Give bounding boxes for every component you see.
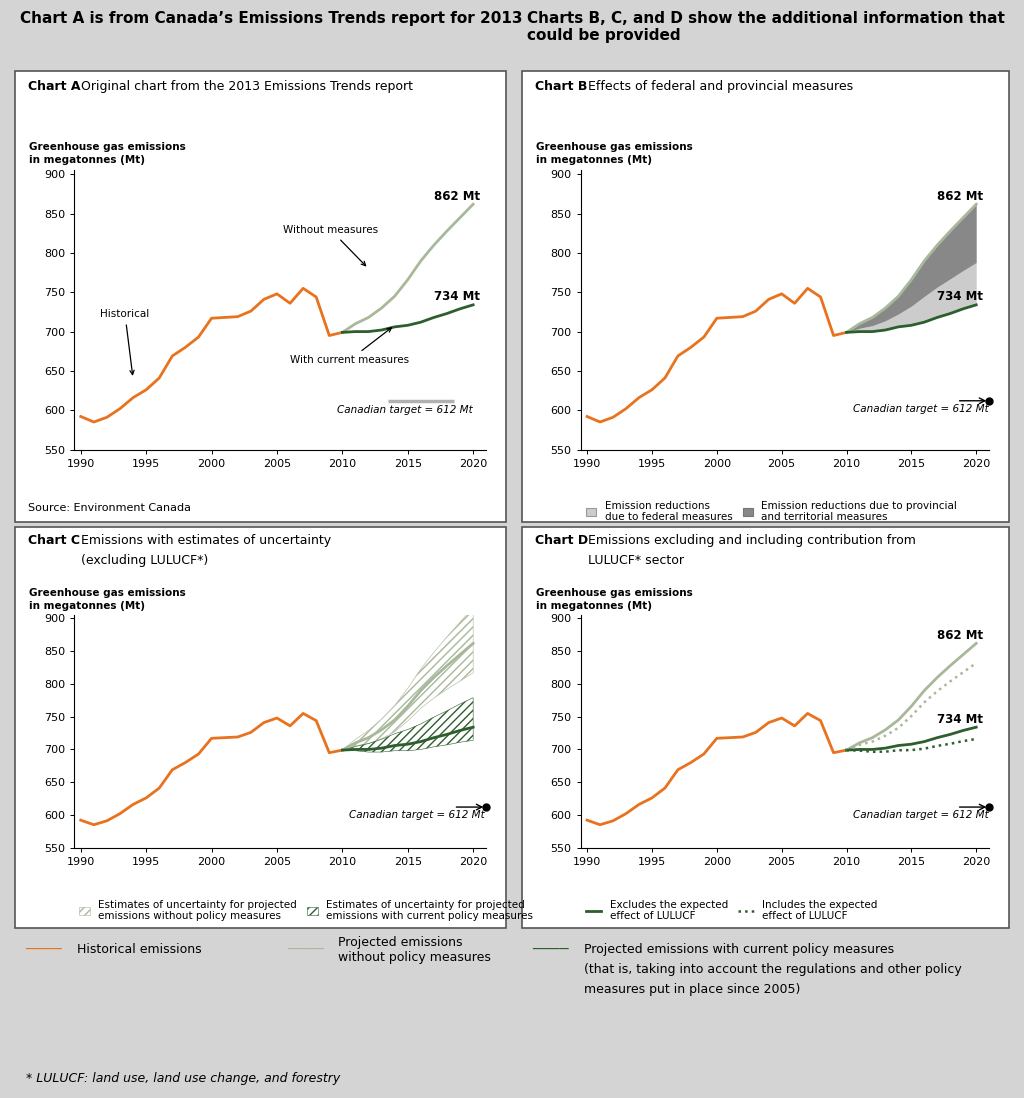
Text: ────: ──── xyxy=(26,942,62,957)
Legend: Estimates of uncertainty for projected
emissions without policy measures, Estima: Estimates of uncertainty for projected e… xyxy=(80,900,534,921)
Text: Canadian target = 612 Mt: Canadian target = 612 Mt xyxy=(337,405,473,415)
Text: ────: ──── xyxy=(532,942,569,957)
Text: 734 Mt: 734 Mt xyxy=(937,290,983,303)
Text: Effects of federal and provincial measures: Effects of federal and provincial measur… xyxy=(588,80,853,93)
Text: LULUCF* sector: LULUCF* sector xyxy=(588,554,684,568)
Text: (that is, taking into account the regulations and other policy: (that is, taking into account the regula… xyxy=(584,963,962,976)
Text: Canadian target = 612 Mt: Canadian target = 612 Mt xyxy=(853,809,989,820)
Text: Original chart from the 2013 Emissions Trends report: Original chart from the 2013 Emissions T… xyxy=(81,80,413,93)
Text: ────: ──── xyxy=(287,942,324,957)
Text: Chart A: Chart A xyxy=(28,80,85,93)
Text: 862 Mt: 862 Mt xyxy=(433,190,479,203)
Text: With current measures: With current measures xyxy=(290,328,410,365)
Text: Chart B: Chart B xyxy=(535,80,591,93)
Text: Chart A is from Canada’s Emissions Trends report for 2013: Chart A is from Canada’s Emissions Trend… xyxy=(20,11,523,26)
Text: Projected emissions
without policy measures: Projected emissions without policy measu… xyxy=(338,935,490,964)
Text: 862 Mt: 862 Mt xyxy=(937,190,983,203)
Text: * LULUCF: land use, land use change, and forestry: * LULUCF: land use, land use change, and… xyxy=(26,1072,340,1085)
Text: Chart D: Chart D xyxy=(535,534,592,547)
Text: Historical: Historical xyxy=(100,310,150,374)
Text: Projected emissions with current policy measures: Projected emissions with current policy … xyxy=(584,943,894,956)
Text: Greenhouse gas emissions
in megatonnes (Mt): Greenhouse gas emissions in megatonnes (… xyxy=(536,143,692,165)
Text: (excluding LULUCF*): (excluding LULUCF*) xyxy=(81,554,208,568)
Legend: Emission reductions
due to federal measures, Emission reductions due to provinci: Emission reductions due to federal measu… xyxy=(586,501,957,523)
Text: Canadian target = 612 Mt: Canadian target = 612 Mt xyxy=(349,809,484,820)
Text: Historical emissions: Historical emissions xyxy=(77,943,202,956)
Text: Canadian target = 612 Mt: Canadian target = 612 Mt xyxy=(853,404,989,414)
Text: Emissions excluding and including contribution from: Emissions excluding and including contri… xyxy=(588,534,915,547)
Text: Source: Environment Canada: Source: Environment Canada xyxy=(28,503,190,513)
Text: Greenhouse gas emissions
in megatonnes (Mt): Greenhouse gas emissions in megatonnes (… xyxy=(536,589,692,610)
Legend: Excludes the expected
effect of LULUCF, Includes the expected
effect of LULUCF: Excludes the expected effect of LULUCF, … xyxy=(586,900,878,921)
Text: measures put in place since 2005): measures put in place since 2005) xyxy=(584,983,800,996)
Text: Greenhouse gas emissions
in megatonnes (Mt): Greenhouse gas emissions in megatonnes (… xyxy=(29,143,185,165)
Text: 734 Mt: 734 Mt xyxy=(434,290,479,303)
Text: Chart C: Chart C xyxy=(28,534,84,547)
Text: 734 Mt: 734 Mt xyxy=(937,713,983,726)
Text: Without measures: Without measures xyxy=(284,225,379,266)
Text: Greenhouse gas emissions
in megatonnes (Mt): Greenhouse gas emissions in megatonnes (… xyxy=(29,589,185,610)
Text: 862 Mt: 862 Mt xyxy=(937,629,983,642)
Text: Charts B, C, and D show the additional information that
could be provided: Charts B, C, and D show the additional i… xyxy=(527,11,1006,44)
Text: Emissions with estimates of uncertainty: Emissions with estimates of uncertainty xyxy=(81,534,331,547)
